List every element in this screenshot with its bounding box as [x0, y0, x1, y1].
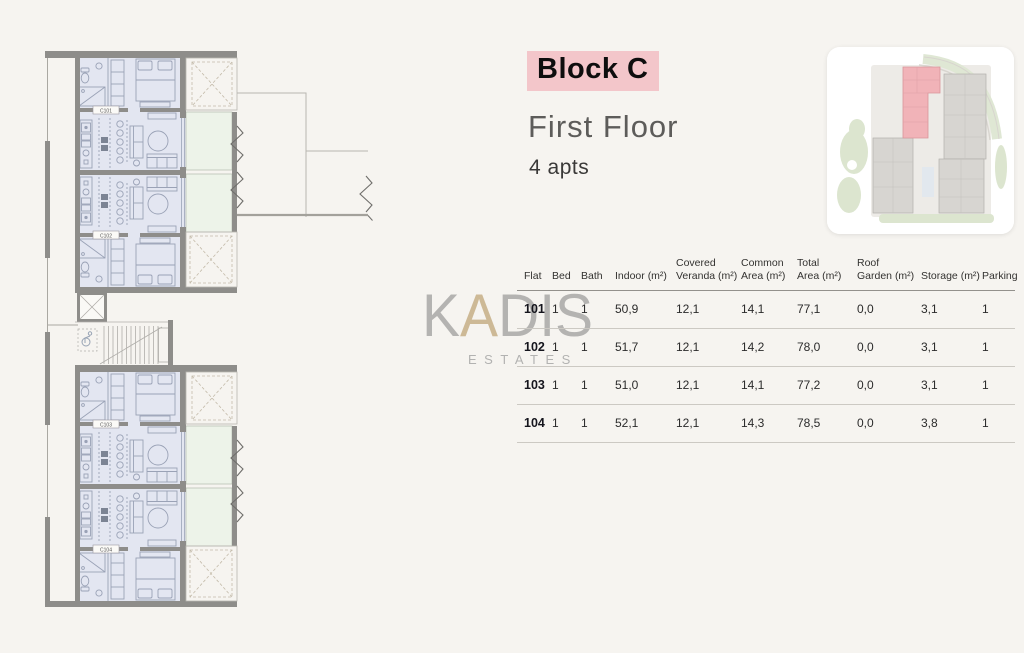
table-body: 101 1 1 50,9 12,1 14,1 77,1 0,0 3,1 1 102 1 1 51,7 12,…	[517, 291, 1015, 444]
cell-value: 78,5	[797, 416, 821, 431]
cell-value: 1	[581, 302, 588, 317]
floor-plan-drawing: C101 C102 C103 C104	[45, 0, 373, 653]
cell-value: 0,0	[857, 340, 874, 355]
table-row: 103 1 1 51,0 12,1 14,1 77,2 0,0 3,1 1	[517, 367, 1015, 406]
cell-value: 12,1	[676, 340, 700, 355]
flat-number: 102	[524, 339, 545, 354]
roof-outline-extension	[237, 92, 373, 221]
apartment-count: 4 apts	[529, 156, 590, 179]
wheelchair-icon	[77, 328, 98, 352]
cell-value: 1	[982, 416, 989, 431]
column-header: Covered Veranda (m²)	[676, 257, 738, 283]
column-header: Total Area (m²)	[797, 257, 842, 283]
column-header: Storage (m²)	[921, 270, 980, 283]
site-plan-thumbnail[interactable]	[827, 47, 1014, 234]
cell-value: 1	[581, 378, 588, 393]
table-header-row: Flat Bed Bath Indoor (m²) Covered Veranda (m…	[517, 257, 1018, 292]
column-header: Bath	[581, 270, 603, 283]
lower-apartment-block	[75, 365, 243, 607]
cell-value: 77,1	[797, 302, 821, 317]
landscaping-green	[837, 119, 1007, 223]
flat-number: 104	[524, 415, 545, 430]
cell-value: 52,1	[615, 416, 639, 431]
column-header: Roof Garden (m²)	[857, 257, 915, 283]
unit-labels: C101 C102 C103 C104	[92, 105, 120, 554]
cell-value: 12,1	[676, 416, 700, 431]
cell-value: 14,2	[741, 340, 765, 355]
column-header: Flat	[524, 270, 542, 283]
cell-value: 3,1	[921, 302, 938, 317]
floor-title: First Floor	[528, 109, 679, 144]
minimap-highlighted-block	[902, 66, 941, 139]
column-header: Indoor (m²)	[615, 270, 667, 283]
cell-value: 1	[982, 340, 989, 355]
table-row: 102 1 1 51,7 12,1 14,2 78,0 0,0 3,1 1	[517, 329, 1015, 368]
table-row: 104 1 1 52,1 12,1 14,3 78,5 0,0 3,8 1	[517, 405, 1015, 444]
cell-value: 1	[552, 340, 559, 355]
column-header: Common Area (m²)	[741, 257, 786, 283]
column-header: Bed	[552, 270, 571, 283]
unit-label: C103	[100, 422, 112, 428]
unit-label: C104	[100, 547, 112, 553]
cell-value: 14,1	[741, 378, 765, 393]
cell-value: 1	[552, 302, 559, 317]
elevator-shaft	[77, 292, 107, 322]
column-header: Parking	[982, 270, 1018, 283]
table-row: 101 1 1 50,9 12,1 14,1 77,1 0,0 3,1 1	[517, 291, 1015, 330]
cell-value: 12,1	[676, 302, 700, 317]
unit-label: C101	[100, 108, 112, 114]
flat-number: 101	[524, 301, 545, 316]
cell-value: 1	[552, 416, 559, 431]
cell-value: 3,1	[921, 378, 938, 393]
staircase	[75, 321, 171, 365]
cell-value: 0,0	[857, 378, 874, 393]
cell-value: 51,7	[615, 340, 639, 355]
cell-value: 0,0	[857, 302, 874, 317]
site-boundary	[45, 51, 78, 607]
cell-value: 1	[581, 416, 588, 431]
apartment-spec-table: Flat Bed Bath Indoor (m²) Covered Veranda (m…	[517, 257, 1018, 444]
flat-number: 103	[524, 377, 545, 392]
cell-value: 1	[982, 302, 989, 317]
cell-value: 50,9	[615, 302, 639, 317]
block-title: Block C	[527, 51, 660, 91]
cell-value: 12,1	[676, 378, 700, 393]
cell-value: 78,0	[797, 340, 821, 355]
cell-value: 3,8	[921, 416, 938, 431]
upper-apartment-block	[75, 51, 243, 293]
unit-label: C102	[100, 233, 112, 239]
cell-value: 0,0	[857, 416, 874, 431]
cell-value: 1	[581, 340, 588, 355]
cell-value: 77,2	[797, 378, 821, 393]
cell-value: 51,0	[615, 378, 639, 393]
cell-value: 1	[982, 378, 989, 393]
cell-value: 3,1	[921, 340, 938, 355]
cell-value: 1	[552, 378, 559, 393]
cell-value: 14,1	[741, 302, 765, 317]
cell-value: 14,3	[741, 416, 765, 431]
site-plan-drawing	[827, 47, 1014, 234]
